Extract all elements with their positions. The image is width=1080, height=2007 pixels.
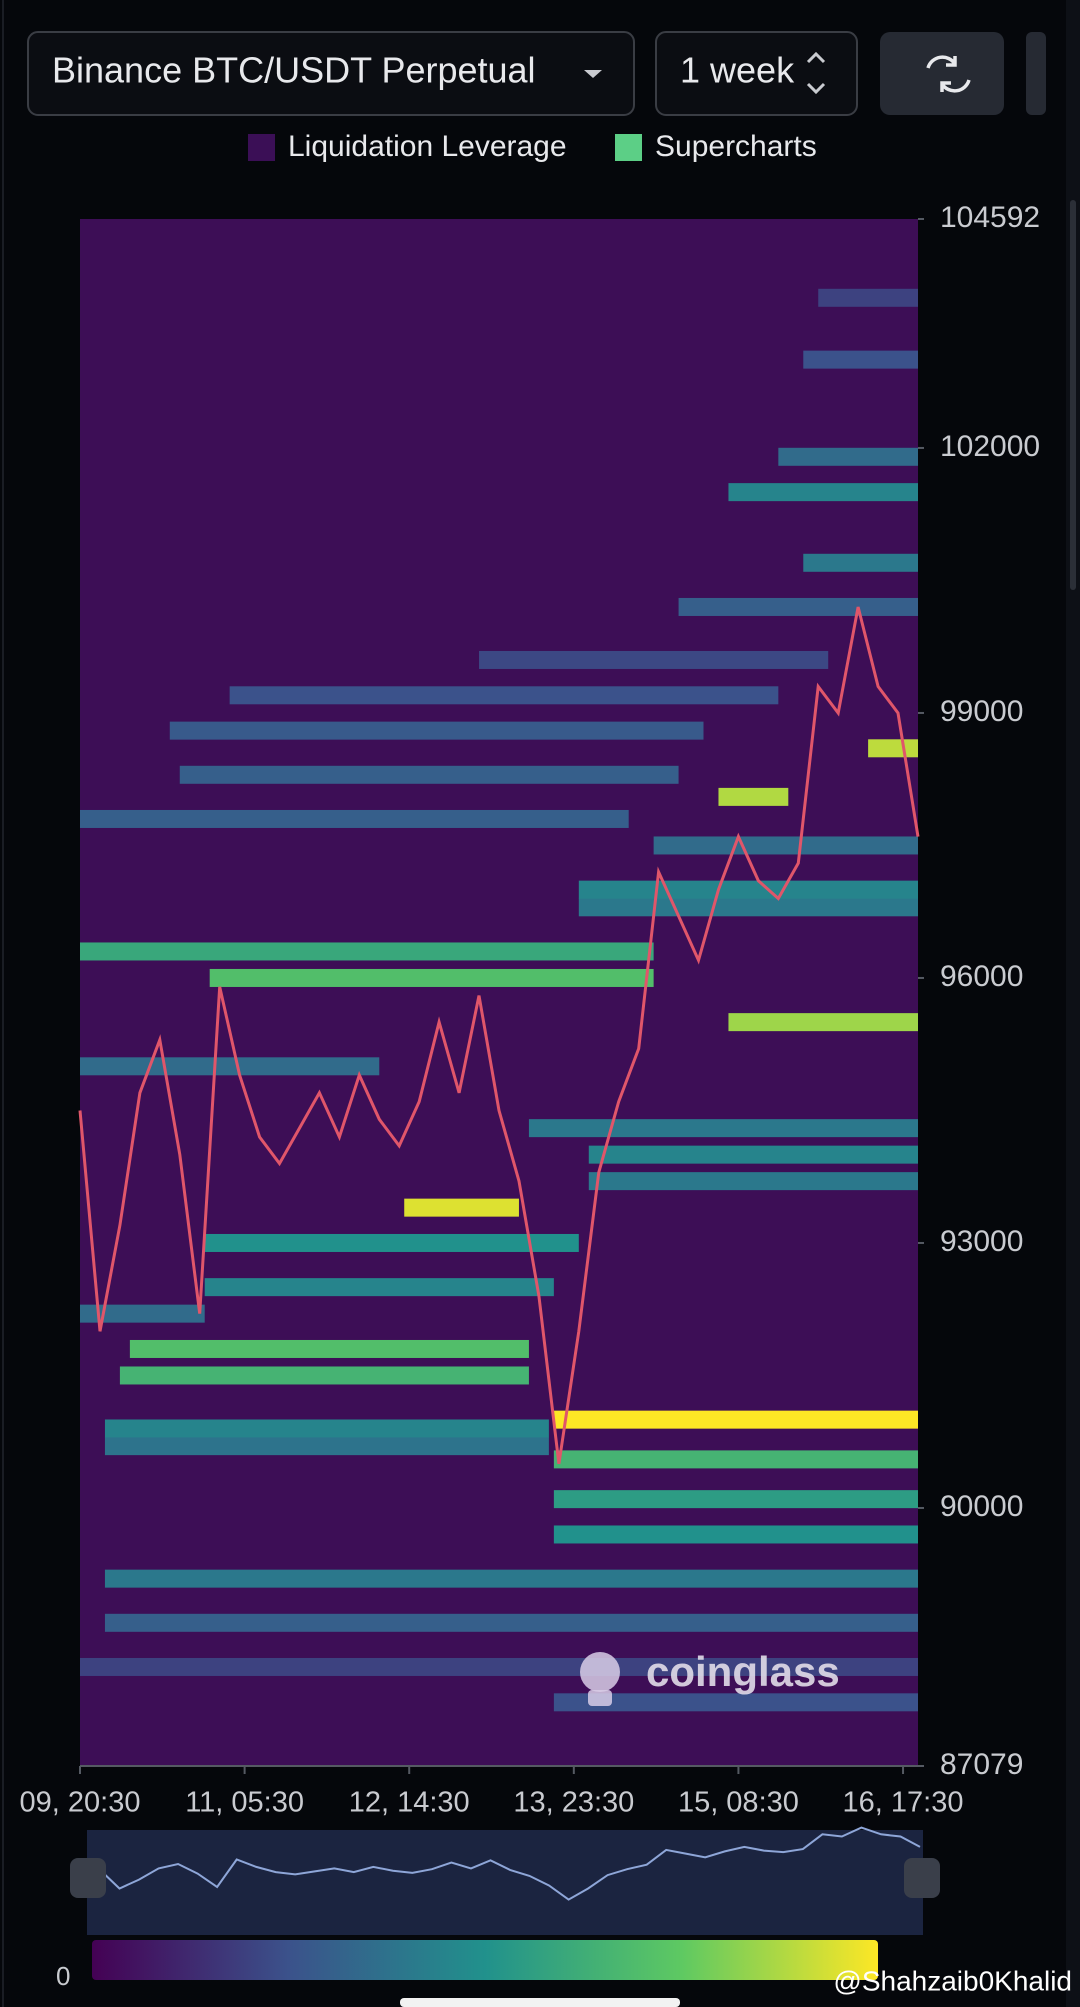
left-edge <box>2 0 4 2007</box>
x-tick-label: 15, 08:30 <box>678 1787 799 1819</box>
y-tick-label: 90000 <box>940 1490 1023 1523</box>
x-tick-label: 13, 23:30 <box>513 1787 634 1819</box>
dropdown-arrow <box>584 70 602 78</box>
range-text: 1 week <box>680 50 795 91</box>
heat-band <box>80 1304 205 1323</box>
heat-band <box>229 686 779 705</box>
legend-swatch <box>248 134 275 161</box>
heat-band <box>653 836 918 855</box>
legend-swatch <box>615 134 642 161</box>
heat-band <box>588 1145 918 1164</box>
heat-band <box>80 942 654 961</box>
x-tick-label: 11, 05:30 <box>185 1787 304 1819</box>
spinner-icon <box>806 51 826 95</box>
heat-band <box>129 1339 529 1358</box>
logo <box>580 1652 620 1692</box>
heat-band <box>818 288 918 307</box>
heat-band <box>728 1013 918 1032</box>
colorbar <box>92 1940 878 1980</box>
legend-label: Liquidation Leverage <box>288 130 567 163</box>
heat-band <box>553 1490 918 1509</box>
symbol-text: Binance BTC/USDT Perpetual <box>52 50 536 91</box>
heat-band <box>803 553 918 572</box>
refresh-button[interactable] <box>880 32 1004 115</box>
y-tick-label: 99000 <box>940 695 1023 728</box>
refresh-icon <box>926 55 971 93</box>
heat-band <box>678 597 918 616</box>
heat-band <box>479 650 829 669</box>
heatmap <box>78 288 920 1712</box>
heat-band <box>528 1119 918 1138</box>
range-select[interactable] <box>655 31 858 116</box>
heat-band <box>80 1657 918 1676</box>
x-tick-label: 09, 20:30 <box>20 1787 141 1819</box>
heat-band <box>718 787 789 806</box>
heat-band <box>80 809 629 828</box>
home-indicator <box>400 1998 680 2007</box>
watermark-text: coinglass <box>646 1648 840 1695</box>
heat-band <box>553 1410 918 1429</box>
legend-label: Supercharts <box>655 130 817 163</box>
heat-band <box>404 1198 519 1217</box>
heat-band <box>119 1366 529 1385</box>
heat-band <box>578 880 918 899</box>
heat-band <box>104 1569 918 1588</box>
colorbar-labels: 0 <box>56 1961 70 1991</box>
heat-band <box>803 350 918 369</box>
heat-band <box>578 898 918 917</box>
heat-band <box>80 1057 380 1076</box>
heat-band <box>169 721 704 740</box>
axes: 87079 90000 93000 96000 99000 102000 104592 09,… <box>20 201 1041 1819</box>
y-tick-label: 87079 <box>940 1748 1023 1781</box>
y-tick-label: 96000 <box>940 960 1023 993</box>
colorbar-label: 0 <box>56 1961 70 1991</box>
heat-band <box>728 483 918 502</box>
x-tick-label: 16, 17:30 <box>843 1787 964 1819</box>
more-button[interactable] <box>1026 32 1046 115</box>
y-tick-label: 102000 <box>940 430 1040 463</box>
watermark: coinglass <box>580 1648 840 1706</box>
heat-band <box>104 1613 918 1632</box>
heat-band <box>209 968 654 987</box>
x-tick-label: 12, 14:30 <box>349 1787 470 1819</box>
nav-handle-right[interactable] <box>904 1858 940 1898</box>
nav-handle-left[interactable] <box>70 1858 106 1898</box>
scrollbar <box>1066 0 1080 2007</box>
legend: Liquidation Leverage Supercharts <box>248 130 817 163</box>
heat-band <box>588 1172 918 1191</box>
price-line <box>78 606 920 1465</box>
heat-band <box>204 1233 579 1252</box>
heat-band <box>868 739 918 758</box>
heat-band <box>553 1693 918 1712</box>
y-tick-label: 104592 <box>940 201 1040 234</box>
heat-band <box>204 1278 554 1297</box>
navigator-path <box>99 1826 921 1901</box>
y-tick-label: 93000 <box>940 1225 1023 1258</box>
heat-band <box>104 1437 549 1456</box>
credit: @Shahzaib0Khalid <box>833 1965 1072 1996</box>
heat-band <box>553 1450 918 1469</box>
navigator[interactable] <box>87 1830 923 1935</box>
symbol-select[interactable] <box>27 31 635 116</box>
heat-band <box>778 447 918 466</box>
heat-band <box>179 765 679 784</box>
heat-band <box>104 1419 549 1438</box>
heat-band <box>553 1525 918 1544</box>
navigator-line <box>99 1826 921 1901</box>
logo-body <box>588 1690 612 1706</box>
scroll-thumb <box>1070 200 1076 590</box>
